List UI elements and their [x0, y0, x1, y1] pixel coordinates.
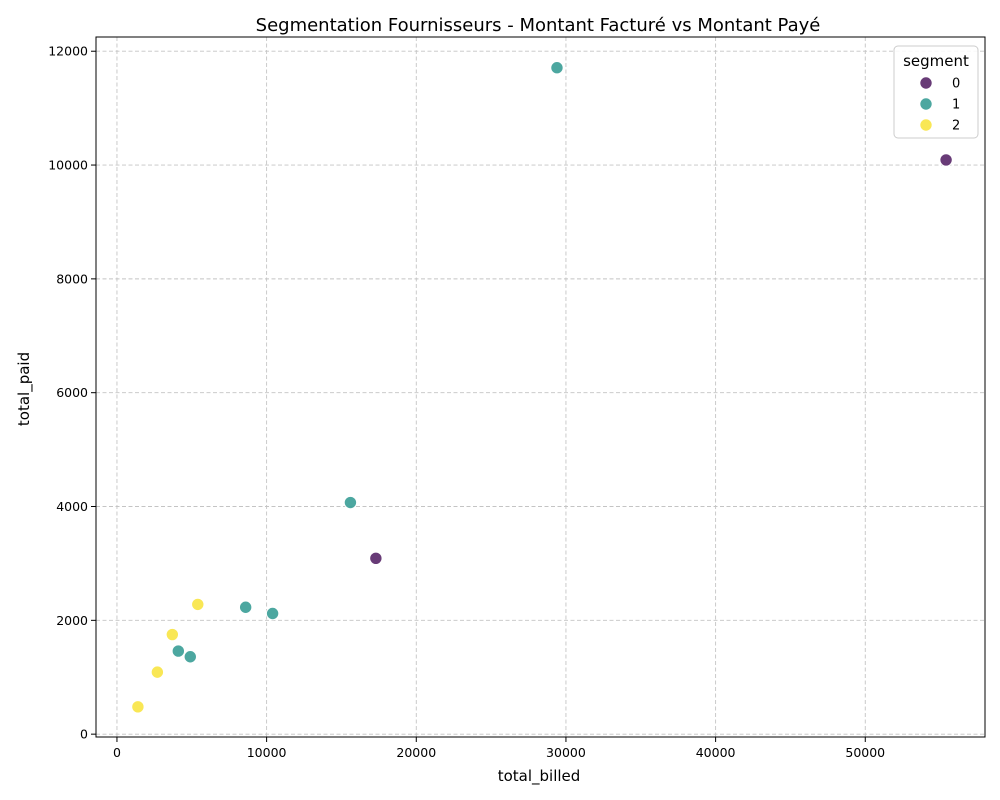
x-tick-label: 10000	[247, 745, 287, 760]
y-tick-label: 0	[80, 727, 88, 742]
legend-title: segment	[903, 52, 969, 70]
data-point-segment-1	[265, 606, 280, 621]
y-tick-label: 12000	[48, 44, 88, 59]
x-tick-label: 0	[113, 745, 121, 760]
y-tick-label: 4000	[56, 499, 88, 514]
x-tick-label: 30000	[546, 745, 586, 760]
data-point-segment-1	[343, 495, 358, 510]
legend: segment 0 1 2	[893, 45, 979, 139]
legend-marker-segment-1	[919, 97, 933, 111]
data-point-segment-0	[369, 551, 383, 566]
x-tick-label: 50000	[845, 745, 885, 760]
data-point-segment-2	[191, 597, 205, 612]
y-tick-label: 10000	[48, 158, 88, 173]
grid	[96, 37, 985, 737]
data-point-segment-0	[939, 153, 953, 167]
x-tick-label: 20000	[396, 745, 436, 760]
axis-ticks: 0 10000 20000 30000 40000 50000 0 2000 4000 6000 8…	[48, 44, 885, 760]
data-point-segment-1	[550, 61, 564, 75]
x-axis-label: total_billed	[498, 767, 581, 786]
legend-marker-segment-0	[919, 76, 933, 90]
data-point-segment-1	[183, 650, 197, 664]
legend-box	[893, 45, 979, 139]
data-point-segment-1	[171, 644, 186, 658]
legend-label-segment-0: 0	[952, 77, 960, 92]
plot-frame	[95, 36, 986, 738]
y-tick-label: 8000	[56, 271, 88, 286]
y-axis-label: total_paid	[15, 352, 34, 426]
data-point-segment-2	[150, 665, 165, 679]
x-tick-label: 40000	[696, 745, 736, 760]
data-point-segment-1	[238, 600, 253, 614]
y-tick-label: 6000	[56, 385, 88, 400]
data-points	[131, 61, 953, 714]
chart-title: Segmentation Fournisseurs - Montant Fact…	[256, 15, 821, 36]
legend-marker-segment-2	[919, 118, 933, 132]
y-tick-label: 2000	[56, 613, 88, 628]
data-point-segment-2	[131, 700, 145, 714]
legend-label-segment-2: 2	[952, 119, 960, 134]
legend-label-segment-1: 1	[952, 98, 960, 113]
data-point-segment-2	[165, 627, 180, 642]
